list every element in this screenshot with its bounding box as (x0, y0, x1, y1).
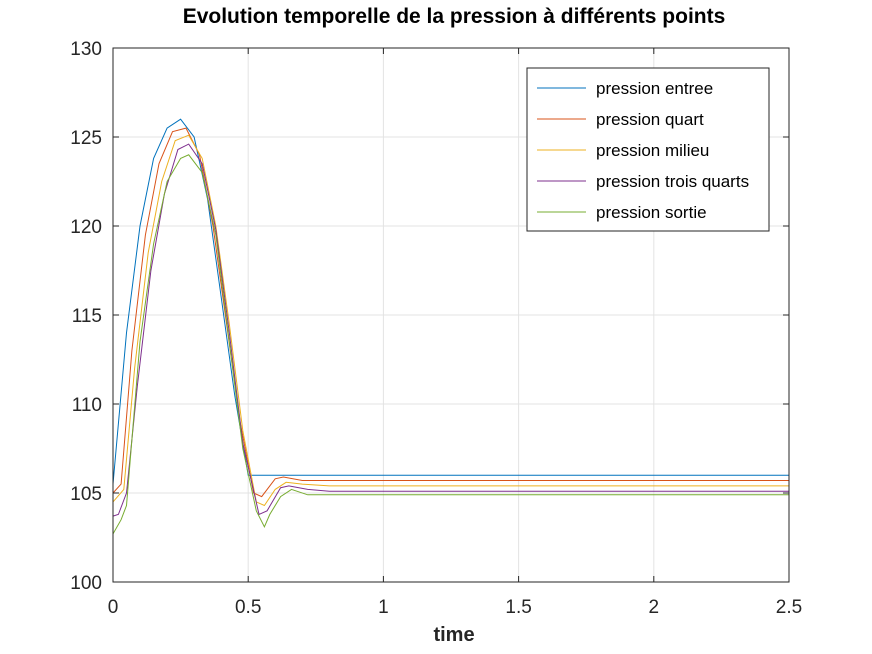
y-tick-label: 130 (70, 39, 102, 60)
y-tick-label: 115 (72, 306, 102, 327)
x-axis-label: time (433, 624, 474, 646)
x-tick-label: 2 (649, 597, 660, 618)
y-tick-label: 105 (70, 484, 102, 505)
legend: pression entree pression quart pression mi… (526, 67, 770, 232)
y-tick-label: 110 (72, 395, 102, 416)
series-line-4 (112, 143, 789, 517)
x-tick-label: 1 (378, 597, 389, 618)
x-tick-label: 0.5 (235, 597, 261, 618)
y-tick-label: 125 (70, 128, 102, 149)
legend-label: pression milieu (596, 141, 709, 160)
series-line-1 (112, 118, 789, 485)
legend-label: pression trois quarts (596, 172, 749, 191)
x-tick-label: 2.5 (776, 597, 802, 618)
series-line-3 (112, 134, 789, 507)
tick-marks (112, 47, 790, 583)
legend-label: pression sortie (596, 203, 707, 222)
legend-label: pression quart (596, 110, 704, 129)
x-tick-label: 1.5 (505, 597, 531, 618)
y-tick-label: 120 (70, 217, 102, 238)
y-tick-labels: 100 105 110 115 120 125 130 (70, 39, 102, 594)
x-tick-labels: 0 0.5 1 1.5 2 2.5 (108, 597, 803, 618)
series-lines (112, 118, 789, 535)
x-tick-label: 0 (108, 597, 119, 618)
chart-title: Evolution temporelle de la pression à di… (183, 5, 726, 28)
series-line-5 (112, 154, 789, 535)
y-tick-label: 100 (70, 573, 102, 594)
legend-label: pression entree (596, 79, 713, 98)
